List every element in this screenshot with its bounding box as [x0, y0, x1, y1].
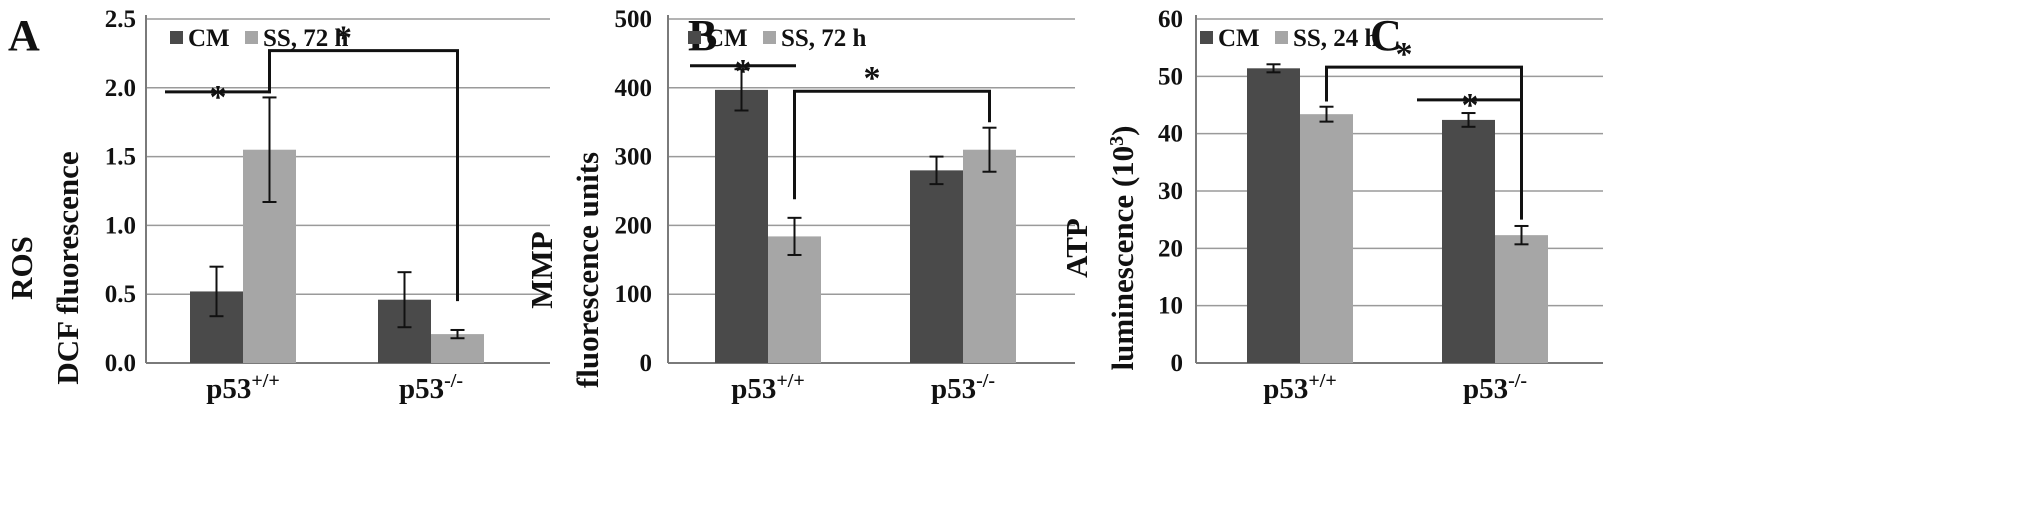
bar — [1495, 235, 1548, 363]
significance-star: * — [1462, 87, 1479, 124]
legend-swatch — [170, 31, 183, 44]
significance-star: * — [864, 60, 881, 97]
y-tick-label: 20 — [1158, 235, 1183, 262]
y-tick-label: 30 — [1158, 178, 1183, 205]
y-tick-label: 0.0 — [105, 350, 136, 377]
significance-star: * — [735, 53, 752, 90]
y-tick-label: 500 — [615, 6, 653, 33]
significance-star: * — [1396, 36, 1413, 73]
bar — [910, 170, 963, 363]
panel-letter: C — [1370, 11, 1402, 60]
y-axis-label-line1: MMP — [524, 231, 559, 309]
y-tick-label: 40 — [1158, 121, 1183, 148]
y-tick-label: 0 — [1171, 350, 1184, 377]
category-label-base: p53 — [731, 373, 776, 405]
category-label: p53-/- — [1463, 370, 1527, 405]
legend-label: CM — [188, 25, 230, 52]
y-axis-label-line2: luminescence (103) — [1105, 125, 1140, 370]
category-label-base: p53 — [206, 373, 251, 405]
y-tick-label: 400 — [615, 75, 653, 102]
y-tick-label: 0 — [640, 350, 653, 377]
category-label-base: p53 — [399, 373, 444, 405]
category-label-base: p53 — [1263, 373, 1308, 405]
legend-swatch — [763, 31, 776, 44]
category-label-superscript: -/- — [976, 370, 995, 392]
bar — [963, 149, 1016, 363]
y-axis-label-superscript: 3 — [1106, 136, 1128, 146]
y-tick-label: 100 — [615, 281, 653, 308]
category-label: p53+/+ — [1263, 370, 1337, 405]
y-tick-label: 50 — [1158, 63, 1183, 90]
y-tick-label: 200 — [615, 212, 653, 239]
legend-label: CM — [706, 25, 748, 52]
category-label-superscript: +/+ — [251, 370, 279, 392]
category-label-superscript: -/- — [1508, 370, 1527, 392]
y-axis-label-line2: DCF fluorescence — [50, 151, 85, 384]
significance-star: * — [335, 20, 352, 57]
bar — [1300, 114, 1353, 363]
legend-label: CM — [1218, 25, 1260, 52]
bar — [1442, 119, 1495, 363]
category-label: p53-/- — [931, 370, 995, 405]
y-axis-label-line1: ROS — [4, 236, 39, 300]
category-label-superscript: -/- — [444, 370, 463, 392]
panel-a: 0.0 0.5 1.0 1.5 2.0 2.5 A ROS DCF fluorescence p5… — [4, 6, 550, 405]
category-label: p53-/- — [399, 370, 463, 405]
y-tick-label: 2.5 — [105, 6, 136, 33]
panel-letter: A — [8, 11, 40, 60]
legend-swatch — [245, 31, 258, 44]
legend-swatch — [1200, 31, 1213, 44]
y-tick-label: 2.0 — [105, 75, 136, 102]
significance-bracket — [1325, 65, 1523, 220]
y-tick-label: 1.5 — [105, 144, 136, 171]
bar — [715, 89, 768, 363]
legend-swatch — [688, 31, 701, 44]
y-axis-label-text: ) — [1105, 125, 1140, 135]
category-label-base: p53 — [931, 373, 976, 405]
y-tick-label: 10 — [1158, 293, 1183, 320]
y-axis-label-text: luminescence (10 — [1105, 146, 1140, 371]
y-tick-label: 300 — [615, 144, 653, 171]
legend-label: SS, 72 h — [263, 25, 349, 52]
y-tick-label: 1.0 — [105, 212, 136, 239]
y-axis-label-line2: fluorescence units — [570, 152, 605, 388]
y-tick-label: 0.5 — [105, 281, 136, 308]
legend-swatch — [1275, 31, 1288, 44]
category-label-base: p53 — [1463, 373, 1508, 405]
category-label-superscript: +/+ — [776, 370, 804, 392]
category-label: p53+/+ — [206, 370, 280, 405]
significance-bracket — [268, 49, 459, 302]
significance-bracket — [793, 89, 991, 200]
significance-star: * — [210, 79, 227, 116]
bar — [768, 236, 821, 363]
bar — [1247, 68, 1300, 363]
legend-label: SS, 24 h — [1293, 25, 1379, 52]
category-label-superscript: +/+ — [1308, 370, 1336, 392]
y-tick-label: 60 — [1158, 6, 1183, 33]
legend-label: SS, 72 h — [781, 25, 867, 52]
category-label: p53+/+ — [731, 370, 805, 405]
y-axis-label-line1: ATP — [1059, 218, 1094, 278]
